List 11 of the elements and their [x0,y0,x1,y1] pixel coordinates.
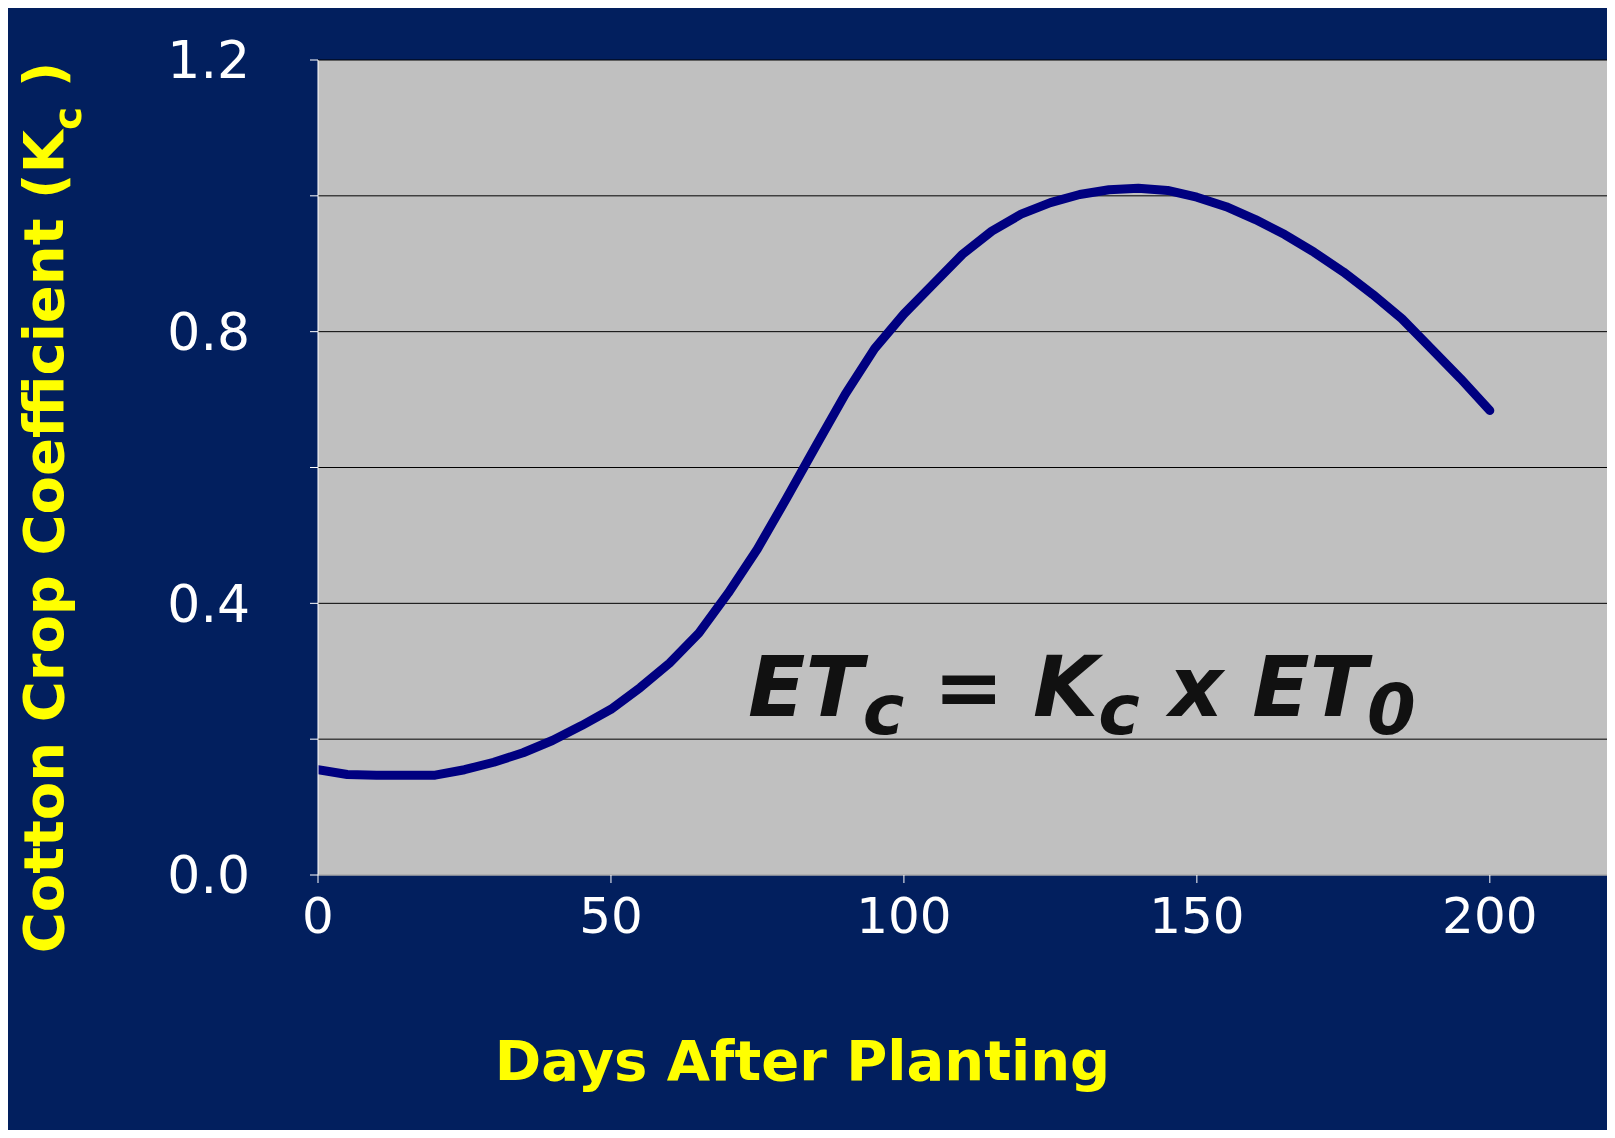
annotation: ET$_{c}$ = K$_{c}$ x ET$_{0}$ [748,638,1416,751]
x-tick-label: 0 [302,886,334,945]
y-tick-label: 0.4 [167,573,250,634]
y-tick-label: 0.8 [167,302,250,363]
x-axis-title: Days After Planting [494,1028,1111,1093]
x-tick-label: 100 [856,886,952,945]
y-tick-label: 1.2 [167,30,250,91]
y-tick-label: 0.0 [167,845,250,906]
x-tick-label: 200 [1442,886,1538,945]
x-tick-label: 50 [579,886,643,945]
x-tick-label: 150 [1149,886,1245,945]
